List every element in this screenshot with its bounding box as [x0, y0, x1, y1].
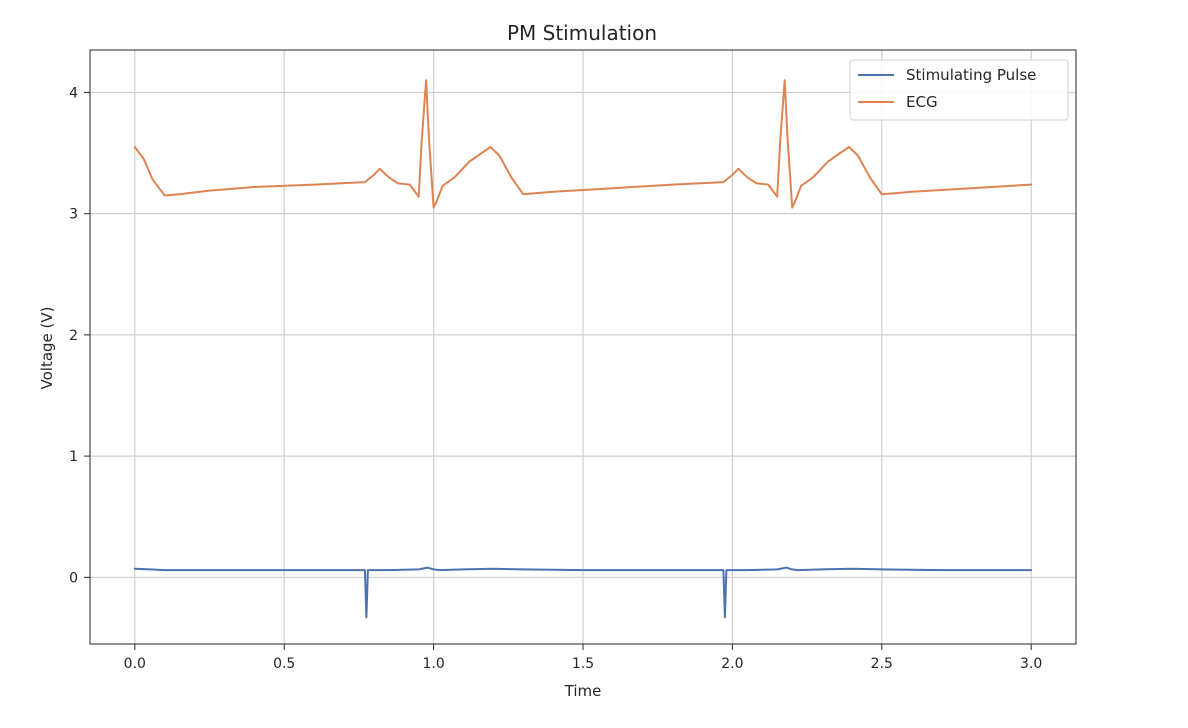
x-tick-label: 1.5 — [572, 656, 594, 672]
legend-label-ecg: ECG — [906, 93, 938, 111]
x-tick-label: 3.0 — [1020, 656, 1042, 672]
x-tick-label: 2.5 — [871, 656, 893, 672]
chart-title: PM Stimulation — [507, 21, 657, 45]
x-tick-label: 1.0 — [422, 656, 444, 672]
legend: Stimulating Pulse ECG — [849, 59, 1069, 121]
legend-label-stimulating-pulse: Stimulating Pulse — [906, 66, 1036, 84]
plot-series — [133, 79, 1033, 619]
y-tick-label: 3 — [69, 207, 78, 223]
y-tick-label: 2 — [69, 328, 78, 344]
x-axis-label: Time — [564, 682, 602, 700]
x-tick-label: 0.5 — [273, 656, 295, 672]
y-axis-label: Voltage (V) — [38, 307, 56, 390]
y-tick-label: 4 — [69, 85, 78, 101]
y-tick-label: 1 — [69, 449, 78, 465]
x-tick-label: 2.0 — [721, 656, 743, 672]
legend-box — [849, 59, 1069, 121]
x-tick-label: 0.0 — [124, 656, 146, 672]
series-line-stimulating-pulse — [133, 566, 1033, 619]
series-line-ecg — [133, 79, 1033, 209]
y-tick-label: 0 — [69, 570, 78, 586]
grid — [90, 50, 1076, 644]
axis-ticks: 0.0 0.5 1.0 1.5 2.0 2.5 3.0 0 1 2 3 4 — [69, 85, 1042, 672]
